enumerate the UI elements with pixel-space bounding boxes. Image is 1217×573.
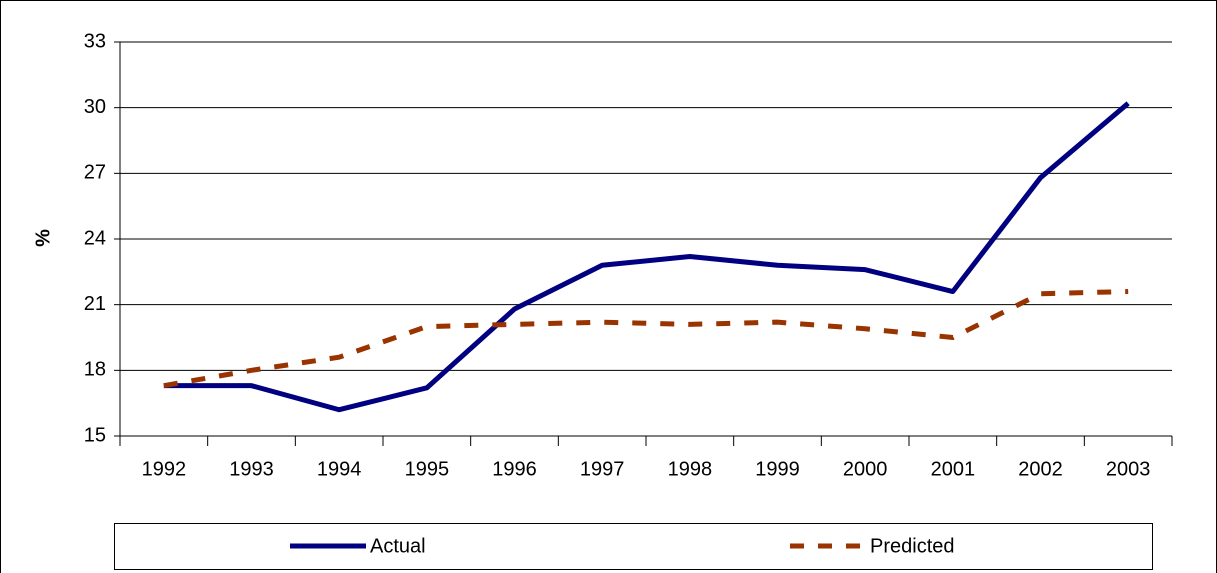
series-line [163,289,1129,389]
x-tick-label: 1994 [317,458,362,480]
y-tick-label: 18 [84,359,106,381]
x-tick-label: 1992 [142,458,187,480]
x-tick-label: 2001 [931,458,976,480]
x-tick-label: 2000 [843,458,888,480]
x-tick-label: 2003 [1106,458,1151,480]
legend-box [114,523,1153,570]
x-tick-label: 1998 [668,458,713,480]
series-line [163,101,1130,413]
x-tick-label: 2002 [1018,458,1063,480]
legend-label: Actual [370,535,426,557]
y-tick-label: 30 [84,96,106,118]
y-tick-label: 15 [84,424,106,446]
x-tick-label: 1999 [755,458,800,480]
x-tick-label: 1993 [229,458,274,480]
y-tick-label: 21 [84,293,106,315]
y-axis-label: % [32,229,54,247]
y-tick-label: 33 [84,30,106,52]
x-tick-label: 1995 [405,458,450,480]
legend-label: Predicted [870,535,955,557]
x-tick-label: 1996 [492,458,537,480]
x-tick-label: 1997 [580,458,625,480]
y-tick-label: 27 [84,162,106,184]
y-tick-label: 24 [84,227,106,249]
